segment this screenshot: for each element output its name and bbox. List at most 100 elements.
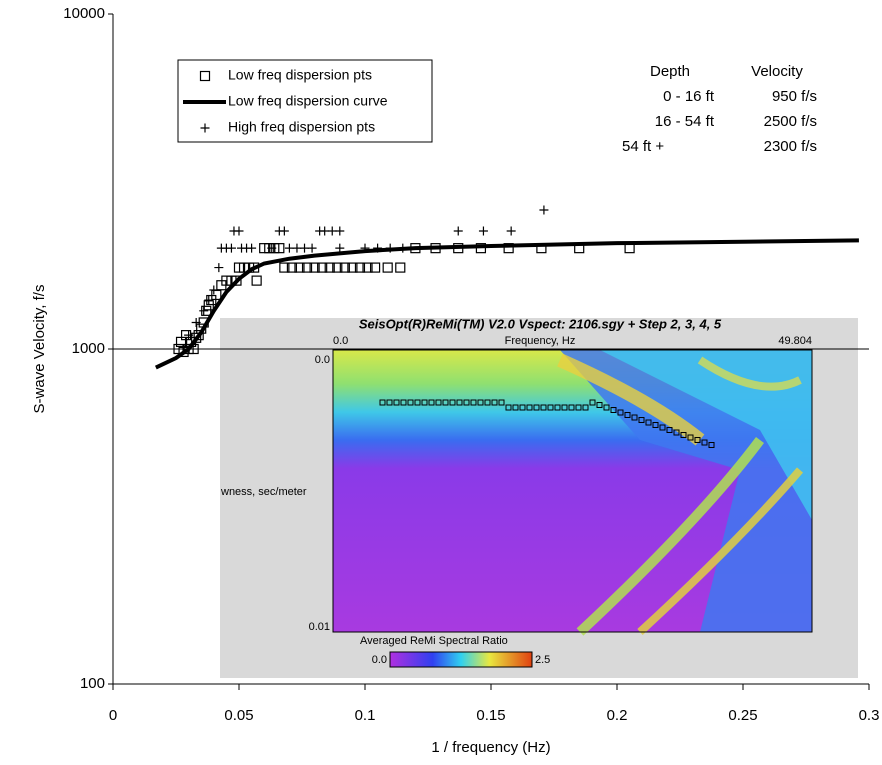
table-cell: 950 f/s [772,88,817,105]
inset-pick [540,404,547,411]
inset-pick [477,399,484,406]
heatmap-region [600,350,812,520]
y-tick-label: 1000 [72,340,105,357]
inset-pick [638,417,645,423]
inset-pick [442,399,449,406]
dispersion-curve [154,238,859,370]
inset-pick [701,439,708,446]
x-tick-label: 0.2 [607,707,628,724]
plus-point [506,226,516,236]
plus-point [234,226,244,236]
inset-y-start: 0.0 [315,354,330,366]
plus-point [209,285,219,295]
plus-point [214,263,224,273]
legend-label: Low freq dispersion curve [228,93,388,109]
heatmap-band [576,436,764,636]
depth-table: Depth Velocity 0 - 16 ft 950 f/s 16 - 54… [622,63,817,155]
y-axis-title: S-wave Velocity, f/s [31,285,48,414]
legend-swatch [199,70,211,82]
inset-y-label: wness, sec/meter [220,486,307,498]
inset-pick [519,404,526,411]
inset-pick [512,404,519,411]
x-tick-label: 0.1 [355,707,376,724]
square-point [354,262,366,273]
inset-pick [603,404,610,411]
square-point [193,330,204,341]
inset-pick [491,399,498,406]
plus-point [292,243,302,253]
inset-pick [386,399,393,406]
inset-frame [332,349,813,633]
colorbar-max: 2.5 [535,654,550,666]
square-point [332,262,343,273]
square-point [251,275,262,286]
inset-pick [393,399,400,406]
square-point [339,262,350,273]
inset-pick [687,434,694,441]
plus-point [539,205,549,215]
colorbar [389,651,533,668]
plus-point [199,306,209,316]
inset-pick [561,404,568,411]
inset-pick [596,402,603,408]
square-point [286,262,298,273]
inset-pick [547,404,554,411]
y-tick-label: 10000 [63,5,105,22]
table-cell: 54 ft + [622,138,664,155]
plus-point [453,226,463,236]
x-tick-label: 0.05 [224,707,253,724]
inset-pick [484,399,491,406]
inset-pick [680,432,687,438]
inset-pick [694,437,701,443]
inset-pick [708,442,715,448]
inset-pick [407,399,414,406]
inset-y-end: 0.01 [309,621,330,633]
inset-pick [645,419,652,426]
inset-pick [610,407,617,413]
heatmap-band [637,467,804,635]
inset-pick [449,399,456,406]
inset-pick [589,399,596,406]
plus-point [247,243,257,253]
table-cell: 16 - 54 ft [655,113,715,130]
colorbar-label: Averaged ReMi Spectral Ratio [360,635,508,647]
inset-pick [505,404,512,411]
inset-pick [470,399,477,406]
inset-pick [652,422,659,428]
inset-pick [568,404,575,411]
inset-pick [421,399,428,406]
inset-pick [575,404,582,411]
square-point [294,262,305,273]
square-point [369,262,381,273]
legend-label: High freq dispersion pts [228,119,375,135]
x-tick-label: 0.15 [476,707,505,724]
legend-label: Low freq dispersion pts [228,67,372,83]
plus-point [360,243,370,253]
inset-pick [428,399,435,406]
table-cell: 0 - 16 ft [663,88,715,105]
square-point [324,262,335,273]
square-point [395,262,406,273]
inset-pick [673,429,680,436]
inset: SeisOpt(R)ReMi(TM) V2.0 Vspect: 2106.sgy… [220,316,858,678]
square-point [317,262,328,273]
plus-point [307,243,317,253]
legend-swatch [200,123,210,133]
square-point [347,262,358,273]
table-cell: 2300 f/s [764,138,817,155]
square-point [309,262,320,273]
plus-point [335,226,345,236]
plus-point [398,243,408,253]
square-point [382,262,393,273]
square-point [362,262,373,273]
plus-point [478,226,488,236]
inset-pick [456,399,463,406]
x-tick-label: 0 [109,707,117,724]
plus-point [335,243,345,253]
inset-pick [526,404,533,411]
plus-point [226,243,236,253]
plus-point [279,226,289,236]
square-point [279,262,290,273]
inset-pick [379,399,386,406]
